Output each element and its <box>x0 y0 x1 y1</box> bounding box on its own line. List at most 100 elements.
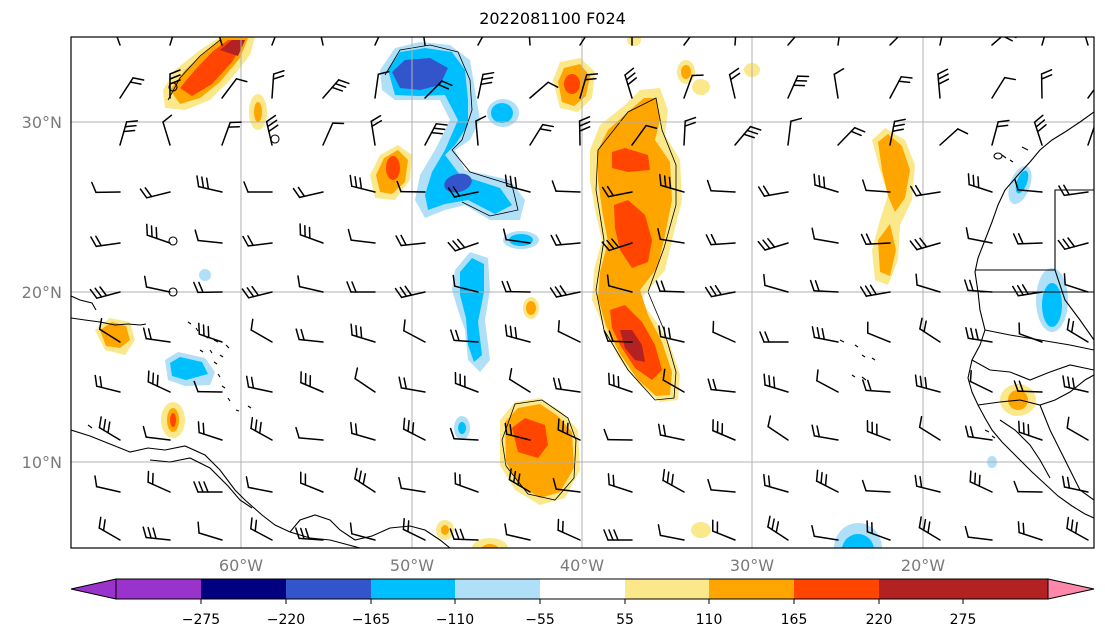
barb-flag <box>517 473 521 486</box>
lesser-antilles <box>87 321 252 429</box>
wind-barb <box>1087 119 1105 146</box>
barb-flag <box>337 79 350 85</box>
barb-staff <box>767 526 789 541</box>
barb-flag <box>359 177 363 190</box>
barb-staff <box>1033 121 1043 146</box>
barb-flag <box>147 526 152 539</box>
barb-staff <box>1063 486 1089 493</box>
barb-flag <box>865 233 872 245</box>
barb-flag <box>972 174 975 187</box>
barb-staff <box>969 481 993 493</box>
barb-staff <box>579 37 594 46</box>
barb-staff <box>1087 77 1094 99</box>
barb-flag <box>1033 114 1044 123</box>
colorbar-segment <box>794 579 879 599</box>
barb-staff <box>813 535 839 541</box>
barb-flag <box>964 425 969 438</box>
barb-staff <box>351 432 376 441</box>
barb-staff <box>119 77 134 99</box>
barb-staff <box>813 238 839 244</box>
barb-flag <box>349 522 353 535</box>
barb-flag <box>504 422 508 435</box>
barb-flag <box>1036 124 1047 133</box>
barb-staff <box>764 284 789 293</box>
barb-staff <box>968 183 993 193</box>
colorbar-label: 55 <box>616 612 634 628</box>
barb-flag <box>272 70 285 75</box>
barb-flag <box>907 25 917 35</box>
wind-barb <box>866 419 891 441</box>
barb-staff <box>734 125 752 146</box>
wind-barb <box>402 517 426 541</box>
wind-barb <box>349 522 376 541</box>
barb-flag <box>800 28 810 38</box>
barb-flag <box>142 425 147 438</box>
colorbar <box>70 578 1095 604</box>
barb-staff <box>454 242 479 252</box>
barb-flag <box>562 420 565 433</box>
colorbar-segment <box>879 579 963 599</box>
colorbar-segment <box>709 579 794 599</box>
barb-staff <box>299 234 324 244</box>
barb-flag <box>853 126 866 133</box>
wind-barb <box>787 117 803 146</box>
barb-flag <box>606 274 610 287</box>
wind-barb <box>449 427 479 441</box>
negative-anomaly-blue <box>1015 170 1029 194</box>
wind-barb <box>1017 521 1043 541</box>
wind-barb <box>914 474 941 493</box>
barb-flag <box>919 237 928 248</box>
wind-barb <box>292 186 324 199</box>
barb-flag <box>657 227 662 240</box>
barb-flag <box>155 226 158 240</box>
barb-staff <box>557 529 581 541</box>
barb-flag <box>833 68 845 76</box>
barb-flag <box>430 131 444 135</box>
barb-staff <box>374 37 386 46</box>
barb-staff <box>608 483 633 493</box>
barb-flag <box>919 375 923 388</box>
barb-flag <box>1096 119 1105 126</box>
barb-staff <box>764 242 789 251</box>
barb-staff <box>557 330 581 343</box>
barb-flag <box>435 123 448 126</box>
wind-barb <box>910 184 941 197</box>
wind-barb <box>1014 178 1043 193</box>
barb-flag <box>304 224 306 238</box>
barb-staff <box>937 73 941 99</box>
barb-flag <box>107 421 111 434</box>
barb-flag <box>866 321 869 334</box>
barb-staff <box>400 291 426 299</box>
barb-staff <box>247 242 273 247</box>
barb-staff <box>508 378 531 393</box>
barb-flag <box>914 184 922 196</box>
wind-barbs <box>89 24 1105 541</box>
wind-barb <box>967 173 993 193</box>
barb-flag <box>557 518 560 531</box>
barb-flag <box>919 317 923 330</box>
wind-barb <box>221 121 242 146</box>
barb-flag <box>1018 380 1024 393</box>
wind-barb <box>552 477 581 493</box>
wind-barb <box>964 425 993 441</box>
barb-flag <box>729 72 741 81</box>
barb-flag <box>551 180 557 192</box>
wind-barb <box>1066 516 1089 541</box>
africa-border-7 <box>999 419 1051 479</box>
barb-flag <box>914 474 918 487</box>
wind-barb <box>837 126 866 146</box>
wind-barb <box>809 279 839 293</box>
barb-flag <box>456 238 466 249</box>
wind-barb <box>659 173 685 193</box>
barb-flag <box>792 84 806 87</box>
wind-barb <box>579 37 594 46</box>
barb-flag <box>1013 380 1019 392</box>
barb-flag <box>295 527 300 540</box>
barb-flag <box>1075 521 1078 534</box>
barb-flag <box>804 24 814 34</box>
barb-flag <box>147 328 152 341</box>
barb-flag <box>152 372 155 385</box>
barb-flag <box>606 239 615 250</box>
barb-staff <box>221 121 231 146</box>
wind-barb <box>529 123 555 146</box>
